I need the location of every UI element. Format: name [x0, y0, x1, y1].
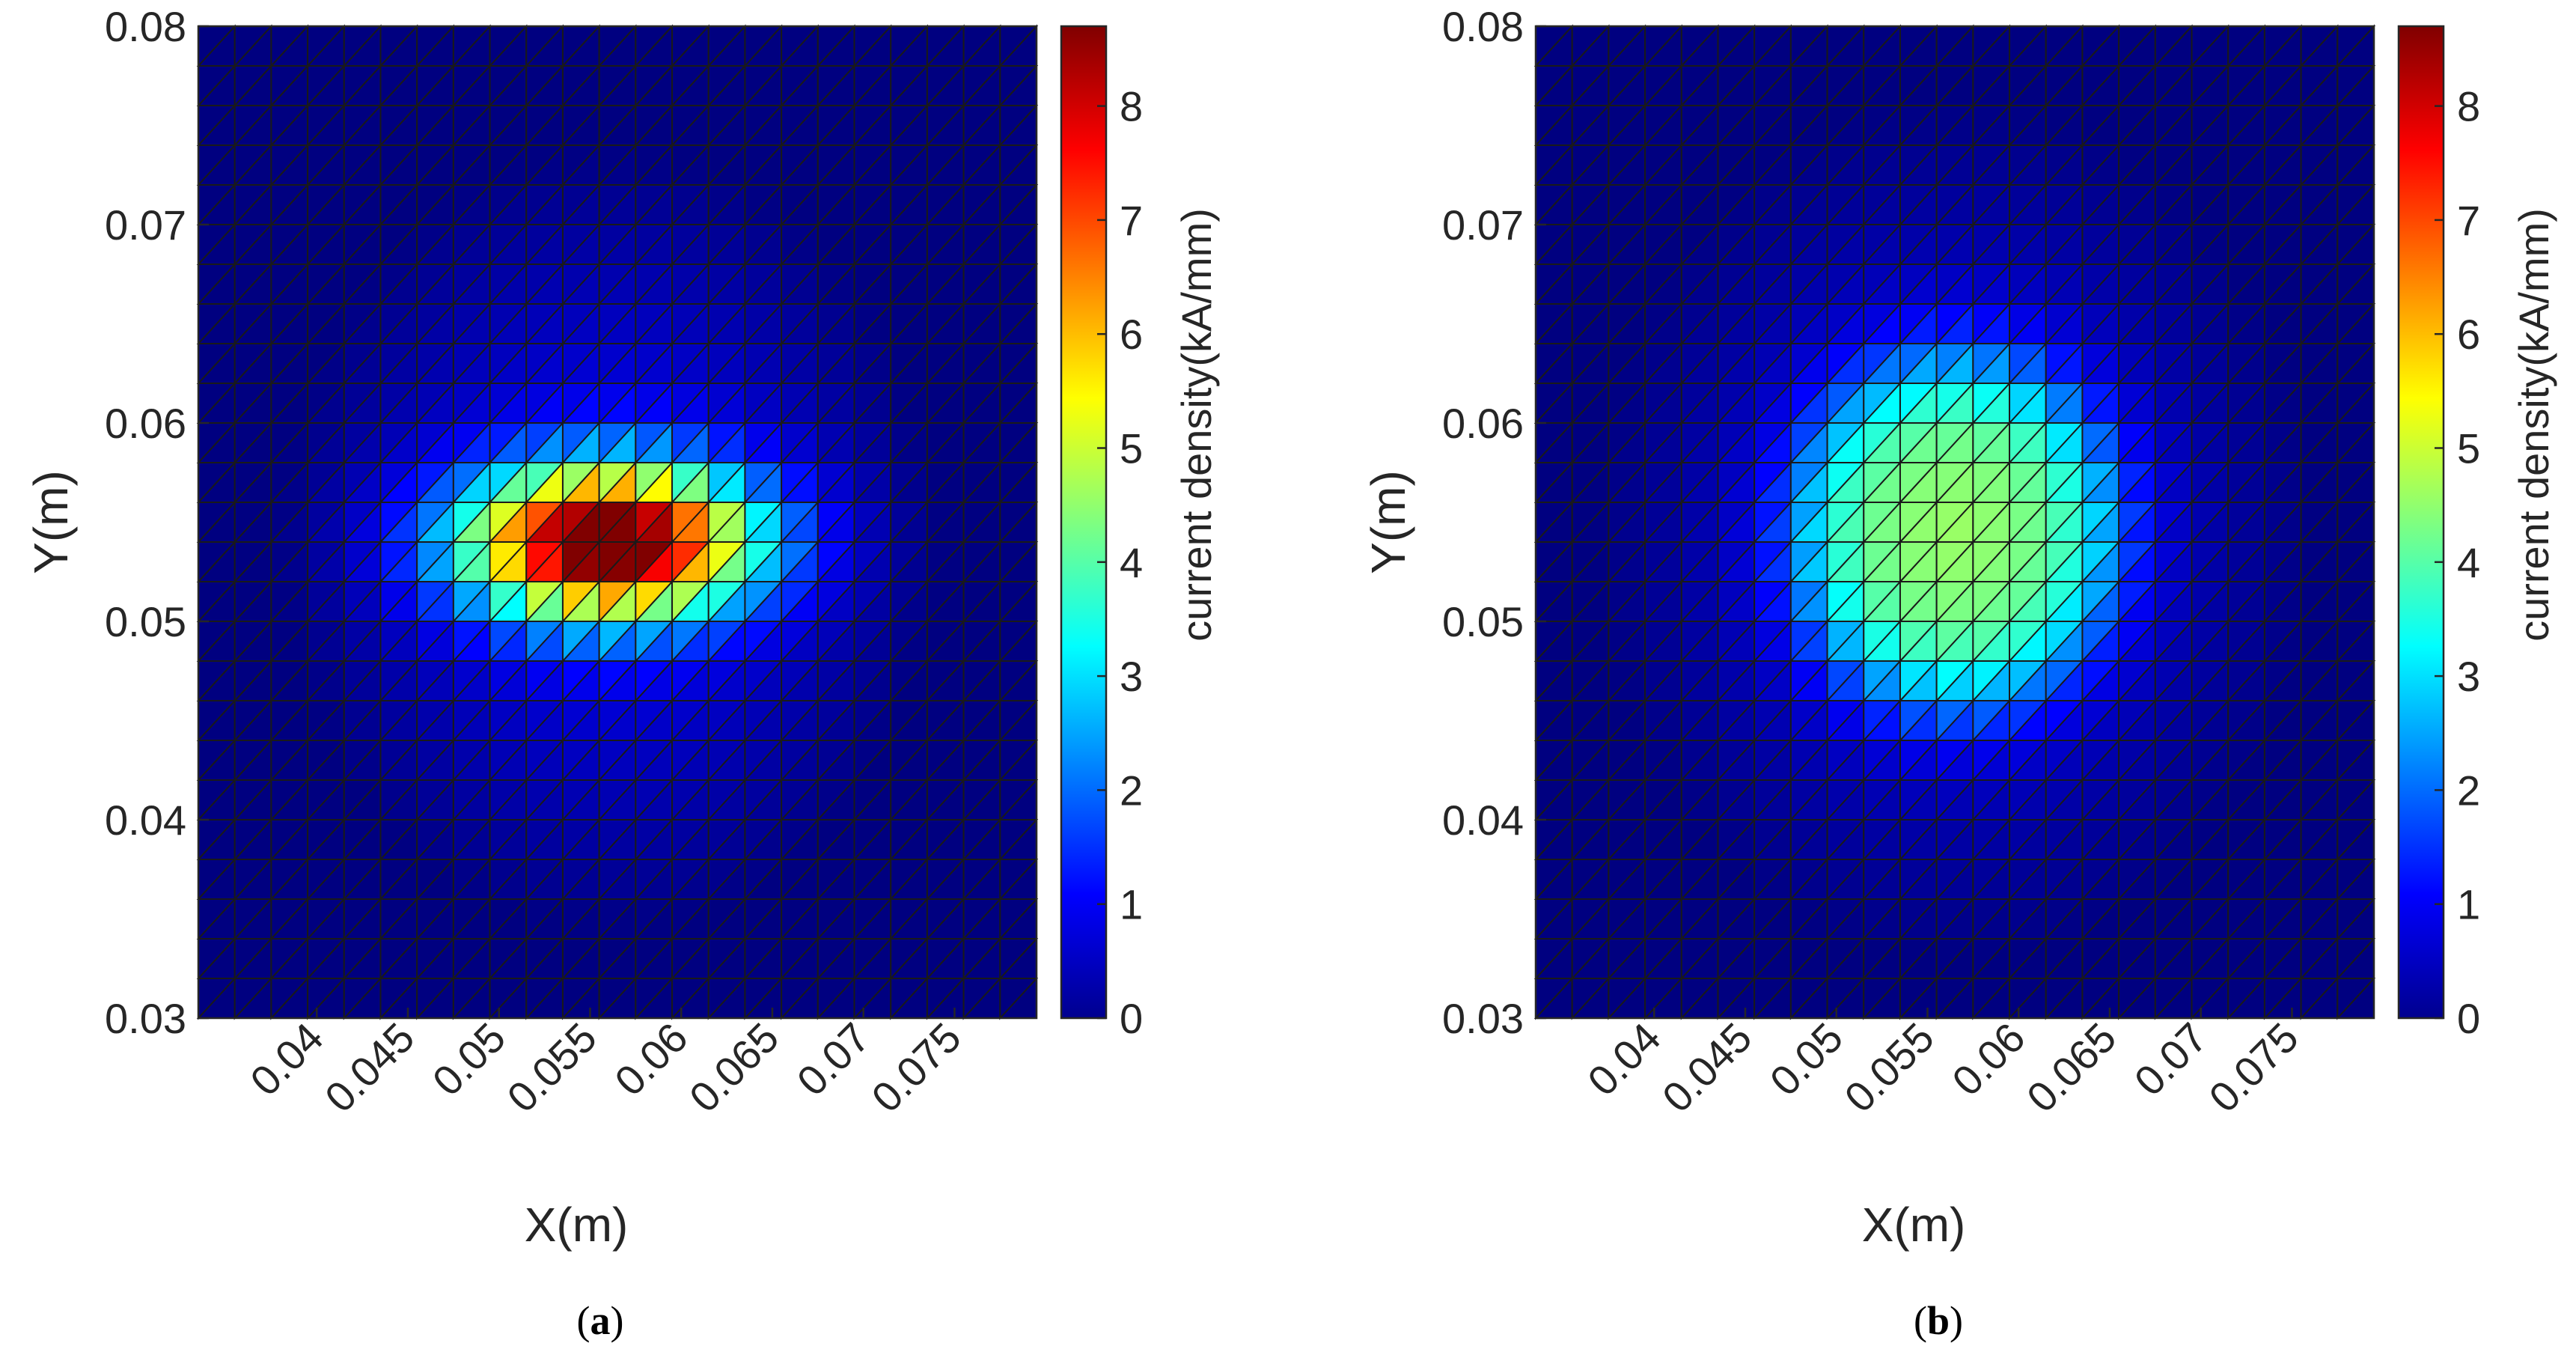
colorbar-tick-label: 3 — [1120, 653, 1143, 700]
colorbar-label: current density(kA/mm) — [1173, 208, 1220, 642]
x-tick-label: 0.045 — [316, 1014, 424, 1121]
y-tick-label: 0.05 — [1442, 598, 1524, 645]
colorbar-tick-label: 2 — [1120, 767, 1143, 814]
y-axis-label: Y(m) — [1361, 470, 1415, 574]
axes-frame — [1534, 25, 2375, 1020]
colorbar-tick-label: 1 — [1120, 881, 1143, 928]
x-axis-label: X(m) — [1862, 1198, 1966, 1252]
colorbar-tick-label: 4 — [2457, 539, 2480, 586]
x-tick-label: 0.045 — [1653, 1014, 1761, 1121]
caption-letter: b — [1927, 1298, 1950, 1343]
caption-paren-close: ) — [611, 1298, 624, 1343]
x-axis-label: X(m) — [525, 1198, 629, 1252]
x-tick-label: 0.065 — [680, 1014, 788, 1121]
colorbar-tick-label: 8 — [2457, 83, 2480, 130]
caption-letter: a — [590, 1298, 611, 1343]
colorbar-tick-label: 5 — [1120, 425, 1143, 472]
colorbar-tick-label: 4 — [1120, 539, 1143, 586]
y-tick-label: 0.08 — [1442, 3, 1524, 50]
y-tick-label: 0.04 — [1442, 797, 1524, 844]
caption-paren-open: ( — [1914, 1298, 1927, 1343]
y-tick-label: 0.08 — [105, 3, 186, 50]
x-tick-label: 0.075 — [862, 1014, 970, 1121]
x-tick-label: 0.055 — [1835, 1014, 1943, 1121]
colorbar-tick-label: 8 — [1120, 83, 1143, 130]
subplot-a: 0.030.040.050.060.070.080.040.045 0.050.0… — [24, 3, 1220, 1343]
colorbar — [2397, 25, 2445, 1020]
axes-frame — [197, 25, 1038, 1020]
y-tick-label: 0.03 — [105, 995, 186, 1042]
subplot-b: 0.030.040.050.060.070.080.040.045 0.050.0… — [1361, 3, 2557, 1343]
colorbar-tick-label: 7 — [2457, 197, 2480, 244]
colorbar-tick-label: 0 — [1120, 995, 1143, 1042]
x-tick-label: 0.065 — [2018, 1014, 2125, 1121]
x-tick-label: 0.055 — [498, 1014, 605, 1121]
y-tick-label: 0.04 — [105, 797, 186, 844]
y-tick-label: 0.05 — [105, 598, 186, 645]
subplot-caption: (a) — [577, 1298, 624, 1343]
y-axis-label: Y(m) — [24, 470, 78, 574]
subplot-caption: (b) — [1914, 1298, 1963, 1343]
colorbar-tick-label: 6 — [2457, 311, 2480, 358]
caption-paren-close: ) — [1950, 1298, 1963, 1343]
y-tick-label: 0.07 — [105, 201, 186, 249]
mesh — [196, 24, 1039, 1020]
y-tick-label: 0.06 — [105, 400, 186, 447]
x-tick-label: 0.075 — [2200, 1014, 2307, 1121]
colorbar-tick-label: 6 — [1120, 311, 1143, 358]
mesh — [1533, 24, 2376, 1020]
colorbar-tick-label: 0 — [2457, 995, 2480, 1042]
y-tick-label: 0.06 — [1442, 400, 1524, 447]
colorbar-tick-label: 5 — [2457, 425, 2480, 472]
colorbar-tick-label: 2 — [2457, 767, 2480, 814]
colorbar — [1060, 25, 1108, 1020]
colorbar-tick-label: 7 — [1120, 197, 1143, 244]
y-tick-label: 0.07 — [1442, 201, 1524, 249]
colorbar-tick-label: 1 — [2457, 881, 2480, 928]
colorbar-label: current density(kA/mm) — [2510, 208, 2557, 642]
caption-paren-open: ( — [577, 1298, 590, 1343]
colorbar-tick-label: 3 — [2457, 653, 2480, 700]
y-tick-label: 0.03 — [1442, 995, 1524, 1042]
